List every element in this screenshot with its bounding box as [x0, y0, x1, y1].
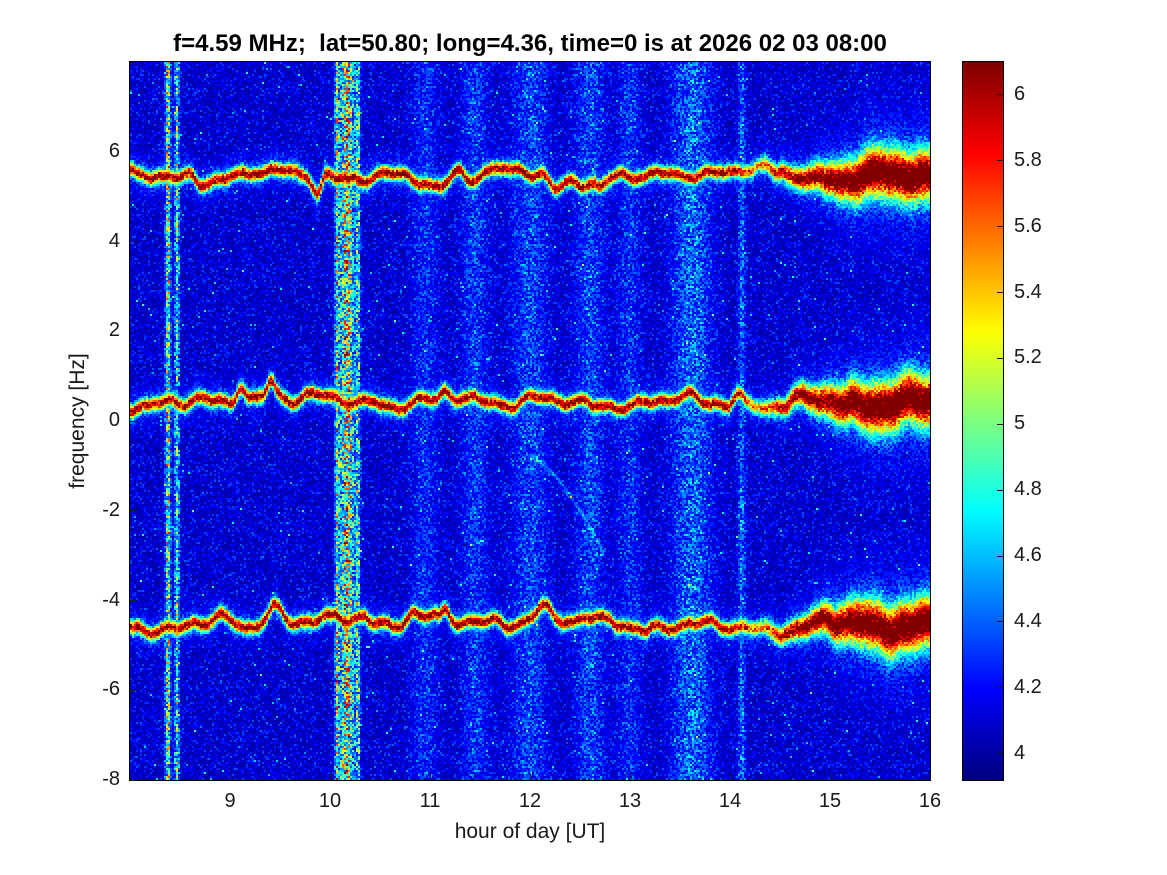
- colorbar-tick-mark: [997, 226, 1003, 228]
- colorbar-tick-mark: [997, 489, 1003, 491]
- x-tick-mark: [829, 773, 831, 780]
- x-tick-mark: [229, 773, 231, 780]
- colorbar-tick-mark: [997, 94, 1003, 96]
- x-tick-label: 13: [618, 790, 642, 812]
- colorbar-tick-label: 4.2: [1014, 675, 1042, 698]
- x-tick-label: 11: [419, 790, 441, 812]
- colorbar-box: [962, 61, 1004, 781]
- colorbar-tick-label: 5.8: [1014, 148, 1042, 171]
- x-tick-mark: [329, 773, 331, 780]
- colorbar-gradient: [963, 62, 1003, 780]
- y-tick-label: -8: [102, 768, 120, 790]
- x-tick-label: 16: [918, 790, 942, 812]
- x-axis-label: hour of day [UT]: [454, 820, 606, 843]
- x-tick-label: 12: [518, 790, 542, 812]
- colorbar-tick-label: 5: [1014, 412, 1026, 435]
- y-tick-label: 0: [108, 409, 120, 431]
- y-tick-label: 6: [108, 139, 120, 162]
- colorbar-tick-mark: [997, 621, 1003, 623]
- colorbar-tick-mark: [997, 292, 1003, 294]
- x-tick-label: 14: [718, 790, 742, 812]
- colorbar-tick-mark: [997, 160, 1003, 162]
- spectrogram-image: [130, 62, 930, 780]
- colorbar-tick-mark: [997, 423, 1003, 425]
- colorbar-tick-label: 5.2: [1014, 346, 1042, 369]
- x-tick-label: 10: [318, 790, 342, 812]
- colorbar-tick-label: 4: [1014, 741, 1026, 764]
- y-tick-mark: [130, 600, 137, 601]
- colorbar-tick-mark: [997, 687, 1003, 689]
- y-tick-mark: [130, 420, 137, 422]
- x-tick-mark: [429, 773, 431, 780]
- y-tick-label: -2: [102, 498, 120, 521]
- x-tick-mark: [729, 773, 731, 780]
- x-tick-label: 15: [818, 790, 842, 812]
- y-tick-label: -6: [102, 678, 120, 701]
- y-tick-label: -4: [102, 588, 120, 611]
- x-tick-mark: [629, 773, 631, 780]
- colorbar-tick-label: 5.4: [1014, 280, 1042, 303]
- y-tick-label: 2: [108, 319, 120, 342]
- plot-axes-box: [129, 61, 931, 781]
- y-tick-label: 4: [108, 229, 120, 252]
- colorbar-tick-mark: [997, 753, 1003, 755]
- y-tick-mark: [130, 241, 137, 242]
- chart-title: f=4.59 MHz; lat=50.80; long=4.36, time=0…: [173, 30, 887, 57]
- y-tick-mark: [130, 689, 137, 691]
- x-tick-mark: [929, 773, 931, 780]
- colorbar-tick-mark: [997, 357, 1003, 359]
- y-tick-mark: [130, 779, 137, 781]
- colorbar-tick-label: 6: [1014, 82, 1026, 105]
- x-tick-mark: [529, 773, 531, 780]
- colorbar-tick-label: 4.6: [1014, 544, 1042, 567]
- y-tick-mark: [130, 151, 137, 153]
- colorbar-tick-label: 4.4: [1014, 609, 1042, 632]
- y-tick-mark: [130, 510, 137, 512]
- colorbar-tick-label: 4.8: [1014, 478, 1042, 501]
- y-axis-label: frequency [Hz]: [66, 353, 89, 489]
- y-tick-mark: [130, 330, 137, 332]
- x-tick-label: 9: [224, 790, 236, 812]
- colorbar-tick-mark: [997, 555, 1003, 557]
- colorbar-tick-label: 5.6: [1014, 214, 1042, 237]
